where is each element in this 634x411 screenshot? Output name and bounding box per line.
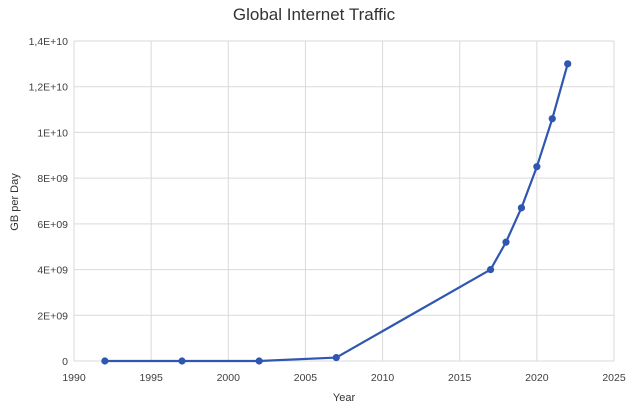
data-point (564, 60, 572, 68)
x-tick-label: 2025 (602, 372, 626, 384)
series (101, 60, 572, 365)
x-tick-label: 2000 (217, 372, 241, 384)
data-point (178, 357, 186, 365)
x-tick-label: 1995 (139, 372, 163, 384)
data-point (101, 357, 109, 365)
chart-title: Global Internet Traffic (233, 5, 396, 24)
data-point (502, 238, 510, 246)
y-tick-label: 8E+09 (37, 173, 68, 185)
y-tick-label: 1,4E+10 (29, 36, 69, 48)
x-tick-label: 2015 (448, 372, 472, 384)
x-tick-label: 2020 (525, 372, 549, 384)
data-point (533, 163, 541, 171)
x-axis-title: Year (333, 392, 356, 404)
x-tick-label: 2005 (294, 372, 318, 384)
y-tick-label: 1,2E+10 (29, 82, 69, 94)
y-axis-title: GB per Day (9, 173, 21, 231)
data-point (517, 204, 526, 212)
data-point (332, 353, 340, 362)
data-point (255, 357, 263, 365)
data-point (486, 265, 495, 274)
y-tick-label: 2E+09 (37, 310, 68, 322)
y-tick-label: 0 (62, 356, 68, 368)
tick-labels: 0 2E+09 4E+09 6E+09 8E+09 1E+10 1,2E+10 1,4E+10… (29, 36, 626, 384)
y-tick-label: 1E+10 (37, 127, 68, 139)
x-tick-label: 2010 (371, 372, 395, 384)
data-point (548, 115, 556, 123)
series-line (104, 63, 569, 363)
y-tick-label: 6E+09 (37, 219, 68, 231)
grid (73, 40, 615, 362)
y-tick-label: 4E+09 (37, 265, 68, 277)
x-tick-label: 1990 (62, 372, 86, 384)
